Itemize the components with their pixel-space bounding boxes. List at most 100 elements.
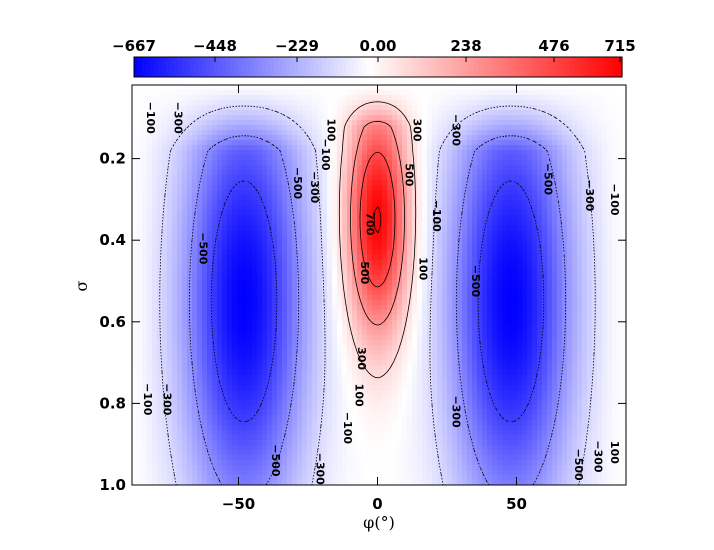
heatmap-cell (562, 185, 568, 191)
heatmap-cell (412, 140, 418, 146)
heatmap-cell (402, 120, 408, 126)
heatmap-cell (317, 110, 323, 116)
heatmap-cell (512, 210, 518, 216)
heatmap-cell (237, 125, 243, 131)
heatmap-cell (192, 275, 198, 281)
heatmap-cell (382, 105, 388, 111)
heatmap-cell (177, 195, 183, 201)
colorbar-cell (318, 57, 323, 77)
heatmap-cell (177, 175, 183, 181)
heatmap-cell (237, 325, 243, 331)
heatmap-cell (342, 250, 348, 256)
heatmap-cell (297, 170, 303, 176)
heatmap-cell (467, 125, 473, 131)
heatmap-cell (357, 200, 363, 206)
heatmap-cell (347, 305, 353, 311)
heatmap-cell (492, 190, 498, 196)
heatmap-cell (552, 295, 558, 301)
heatmap-cell (207, 280, 213, 286)
heatmap-cell (572, 310, 578, 316)
heatmap-cell (237, 110, 243, 116)
heatmap-cell (347, 285, 353, 291)
heatmap-cell (252, 310, 258, 316)
heatmap-cell (262, 260, 268, 266)
heatmap-cell (217, 145, 223, 151)
heatmap-cell (342, 225, 348, 231)
heatmap-cell (387, 130, 393, 136)
heatmap-cell (472, 325, 478, 331)
heatmap-cell (147, 230, 153, 236)
heatmap-cell (442, 285, 448, 291)
heatmap-cell (377, 275, 383, 281)
heatmap-cell (592, 235, 598, 241)
heatmap-cell (352, 200, 358, 206)
heatmap-cell (342, 120, 348, 126)
heatmap-cell (392, 260, 398, 266)
heatmap-cell (572, 120, 578, 126)
heatmap-cell (437, 205, 443, 211)
heatmap-cell (162, 265, 168, 271)
heatmap-cell (297, 165, 303, 171)
heatmap-cell (197, 275, 203, 281)
heatmap-cell (542, 125, 548, 131)
heatmap-cell (212, 265, 218, 271)
heatmap-cell (367, 265, 373, 271)
heatmap-cell (497, 225, 503, 231)
heatmap-cell (487, 320, 493, 326)
heatmap-cell (562, 310, 568, 316)
heatmap-cell (467, 120, 473, 126)
colorbar-cell (186, 57, 191, 77)
heatmap-cell (222, 305, 228, 311)
heatmap-cell (567, 220, 573, 226)
colorbar-cell (386, 57, 391, 77)
heatmap-cell (422, 295, 428, 301)
heatmap-cell (342, 210, 348, 216)
heatmap-cell (267, 215, 273, 221)
heatmap-cell (507, 270, 513, 276)
heatmap-cell (512, 310, 518, 316)
heatmap-cell (272, 215, 278, 221)
heatmap-cell (152, 265, 158, 271)
heatmap-cell (572, 185, 578, 191)
heatmap-cell (457, 180, 463, 186)
heatmap-cell (327, 315, 333, 321)
heatmap-cell (497, 220, 503, 226)
heatmap-cell (357, 115, 363, 121)
heatmap-cell (512, 105, 518, 111)
heatmap-cell (612, 140, 618, 146)
heatmap-cell (527, 245, 533, 251)
heatmap-cell (207, 150, 213, 156)
heatmap-cell (137, 260, 143, 266)
heatmap-cell (302, 240, 308, 246)
heatmap-cell (392, 280, 398, 286)
heatmap-cell (377, 290, 383, 296)
heatmap-cell (352, 240, 358, 246)
heatmap-cell (402, 110, 408, 116)
colorbar-cell (338, 57, 343, 77)
heatmap-cell (352, 135, 358, 141)
heatmap-cell (157, 220, 163, 226)
heatmap-cell (257, 130, 263, 136)
heatmap-cell (292, 180, 298, 186)
heatmap-cell (502, 220, 508, 226)
heatmap-cell (482, 100, 488, 106)
heatmap-cell (377, 110, 383, 116)
heatmap-cell (367, 200, 373, 206)
heatmap-cell (427, 135, 433, 141)
heatmap-cell (552, 185, 558, 191)
heatmap-cell (617, 215, 623, 221)
heatmap-cell (427, 195, 433, 201)
heatmap-cell (447, 155, 453, 161)
heatmap-cell (357, 130, 363, 136)
heatmap-cell (162, 210, 168, 216)
heatmap-cell (187, 170, 193, 176)
heatmap-cell (367, 155, 373, 161)
heatmap-cell (437, 280, 443, 286)
heatmap-cell (367, 215, 373, 221)
colorbar-cell (450, 57, 455, 77)
heatmap-cell (177, 225, 183, 231)
heatmap-cell (397, 110, 403, 116)
heatmap-cell (232, 165, 238, 171)
heatmap-cell (467, 220, 473, 226)
heatmap-cell (402, 170, 408, 176)
